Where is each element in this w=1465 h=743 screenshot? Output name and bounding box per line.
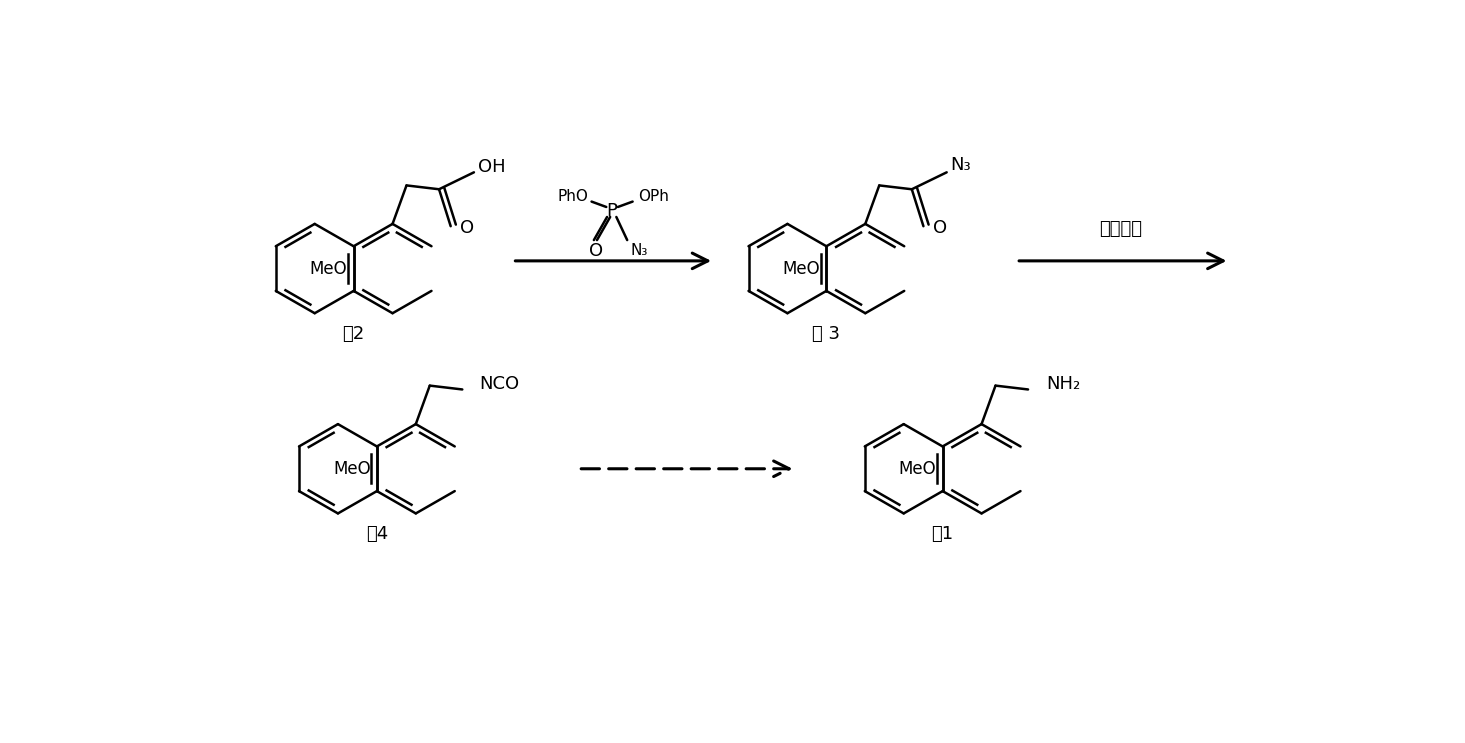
Text: MeO: MeO <box>333 460 371 478</box>
Text: PhO: PhO <box>558 189 589 204</box>
Text: 式 3: 式 3 <box>813 325 841 343</box>
Text: P: P <box>607 202 617 220</box>
Text: O: O <box>933 218 946 237</box>
Text: O: O <box>589 242 604 260</box>
Text: N₃: N₃ <box>951 155 971 174</box>
Text: OH: OH <box>478 158 505 176</box>
Text: O: O <box>460 218 475 237</box>
Text: 重排反应: 重排反应 <box>1099 219 1143 238</box>
Text: MeO: MeO <box>782 259 820 278</box>
Text: MeO: MeO <box>900 460 936 478</box>
Text: OPh: OPh <box>639 189 670 204</box>
Text: NH₂: NH₂ <box>1046 375 1080 393</box>
Text: 式1: 式1 <box>932 525 954 543</box>
Text: 式2: 式2 <box>343 325 365 343</box>
Text: NCO: NCO <box>479 375 520 393</box>
Text: N₃: N₃ <box>630 244 648 259</box>
Text: MeO: MeO <box>309 259 347 278</box>
Text: 式4: 式4 <box>366 525 388 543</box>
